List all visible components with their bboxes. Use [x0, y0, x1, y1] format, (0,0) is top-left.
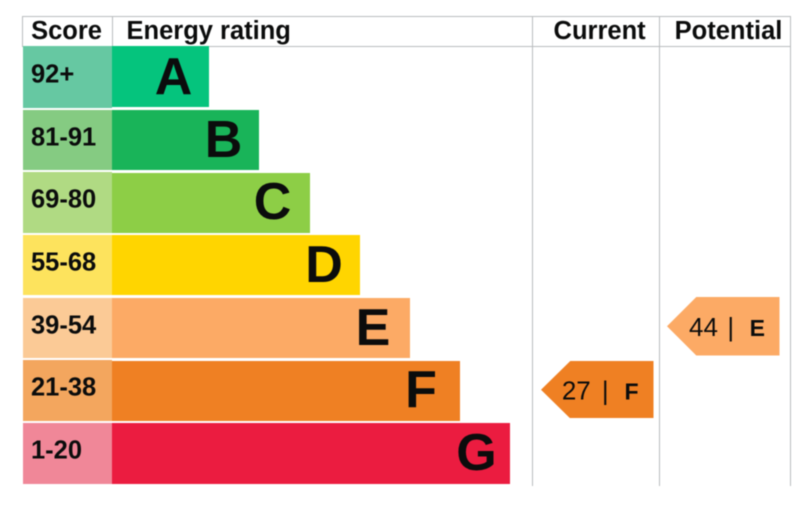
svg-text:44: 44 — [689, 312, 718, 342]
svg-text:E: E — [749, 315, 764, 341]
svg-text:F: F — [624, 378, 638, 404]
svg-text:|: | — [727, 312, 734, 342]
svg-text:27: 27 — [562, 375, 591, 405]
svg-text:|: | — [602, 375, 609, 405]
